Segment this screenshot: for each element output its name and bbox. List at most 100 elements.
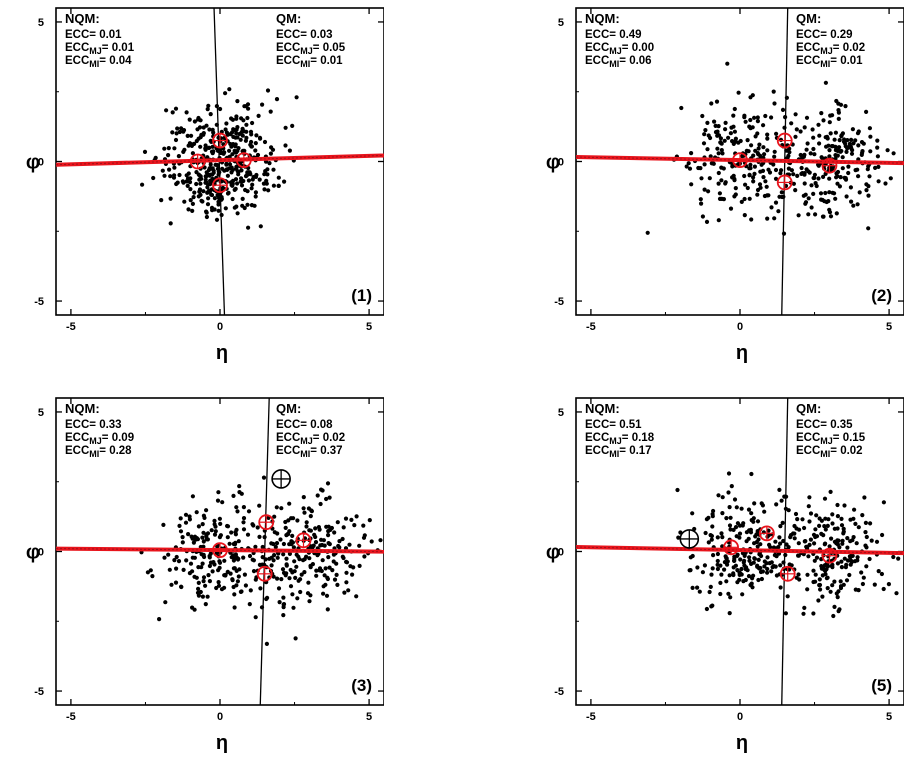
data-point (172, 146, 177, 151)
data-point (277, 600, 282, 605)
data-point (719, 178, 724, 183)
data-point (175, 126, 180, 131)
data-point (367, 518, 372, 523)
data-point (218, 106, 223, 112)
data-point (860, 581, 865, 587)
data-point (340, 554, 345, 559)
data-point (205, 594, 210, 599)
data-point (731, 527, 736, 532)
data-point (710, 512, 715, 517)
data-point (824, 199, 829, 205)
data-point (190, 151, 195, 156)
data-point (344, 560, 350, 565)
data-point (713, 123, 718, 128)
data-point (716, 218, 721, 223)
data-point (812, 541, 817, 546)
data-point (716, 181, 721, 186)
data-point (738, 571, 743, 576)
data-point (849, 560, 854, 565)
data-point (181, 128, 187, 133)
data-point (732, 129, 737, 134)
data-point (232, 605, 237, 610)
data-point (811, 135, 816, 140)
data-point (876, 179, 881, 184)
data-point (827, 176, 832, 181)
data-point (805, 572, 810, 577)
x-axis-label: η (736, 342, 748, 364)
data-point (194, 138, 199, 144)
data-point (180, 540, 185, 545)
data-point (235, 509, 240, 514)
data-point (232, 542, 238, 547)
data-point (254, 172, 259, 178)
data-point (176, 154, 181, 159)
data-point (221, 151, 226, 156)
data-point (741, 521, 746, 526)
data-point (726, 591, 731, 596)
data-point (202, 554, 207, 560)
data-point (190, 555, 195, 560)
data-point (819, 566, 824, 571)
data-point (846, 164, 851, 169)
data-point (341, 525, 346, 530)
data-point (777, 194, 782, 199)
data-point (806, 212, 811, 217)
data-point (188, 187, 193, 192)
data-point (227, 162, 233, 167)
data-point (208, 112, 213, 117)
data-point (837, 184, 842, 189)
data-point (230, 178, 236, 183)
data-point (274, 505, 279, 510)
data-point (231, 127, 236, 132)
data-point (829, 536, 834, 541)
data-point (814, 513, 819, 518)
data-point (315, 493, 320, 498)
data-point (867, 126, 872, 131)
data-point (748, 530, 754, 535)
data-point (213, 529, 218, 534)
data-point (246, 225, 251, 230)
data-point (789, 121, 794, 126)
data-point (196, 586, 201, 591)
data-point (772, 216, 777, 221)
data-point (765, 216, 770, 221)
data-point (287, 576, 292, 581)
data-point (799, 165, 804, 171)
data-point (194, 510, 199, 515)
data-point (256, 113, 261, 118)
qm-block-ecc-line: ECCMI= 0.01 (796, 55, 863, 69)
data-point (190, 494, 195, 499)
data-point (749, 581, 754, 586)
data-point (785, 155, 790, 160)
data-point (731, 565, 736, 570)
data-point (325, 576, 330, 582)
data-point (181, 567, 186, 572)
data-point (817, 141, 822, 146)
data-point (751, 153, 756, 158)
data-point (162, 555, 167, 560)
data-point (245, 102, 251, 107)
data-point (235, 557, 241, 562)
data-point (183, 520, 189, 525)
data-point (319, 537, 324, 542)
data-point (772, 553, 777, 558)
data-point (842, 503, 847, 508)
data-point (734, 505, 739, 510)
data-point (690, 585, 695, 590)
data-point (820, 197, 825, 203)
data-point (710, 524, 715, 529)
data-point (766, 528, 771, 533)
data-point (275, 576, 280, 581)
data-point (755, 115, 760, 120)
data-point (192, 534, 198, 539)
data-point (201, 131, 206, 136)
data-point (833, 130, 838, 135)
data-point (749, 518, 754, 523)
data-point (292, 559, 297, 564)
data-point (228, 571, 233, 576)
data-point (217, 559, 222, 564)
data-point (813, 527, 818, 532)
data-point (765, 148, 770, 153)
